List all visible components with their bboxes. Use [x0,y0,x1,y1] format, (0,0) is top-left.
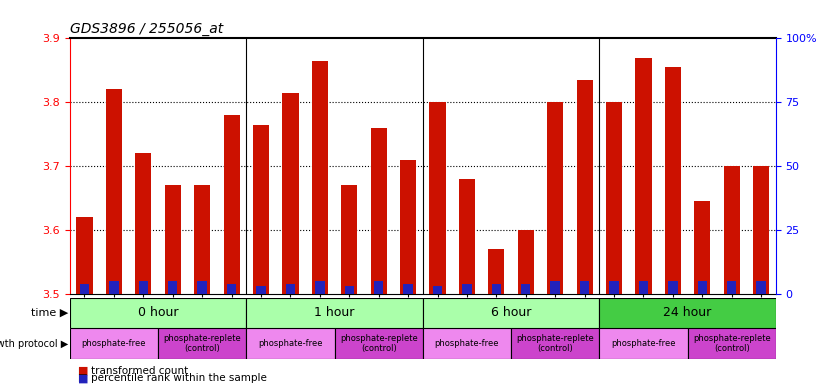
Bar [256,286,266,294]
Bar [70,298,246,328]
Bar [315,281,324,294]
Bar [70,328,158,359]
Text: phosphate-replete
(control): phosphate-replete (control) [340,334,418,353]
Text: 1 hour: 1 hour [314,306,355,319]
Bar [423,298,599,328]
Bar [429,102,446,294]
Bar [223,115,240,294]
Bar [609,281,619,294]
Bar [599,298,776,328]
Bar [335,328,423,359]
Bar [106,89,122,294]
Bar [400,160,416,294]
Bar [695,201,710,294]
Bar [135,153,151,294]
Text: phosphate-free: phosphate-free [81,339,146,348]
Bar [727,281,736,294]
Text: phosphate-free: phosphate-free [258,339,323,348]
Bar [492,283,501,294]
Bar [109,281,118,294]
Bar [80,283,89,294]
Text: phosphate-free: phosphate-free [434,339,499,348]
Bar [286,283,295,294]
Bar [403,283,413,294]
Bar [551,281,560,294]
Text: 24 hour: 24 hour [663,306,712,319]
Bar [282,93,299,294]
Bar [580,281,589,294]
Bar [370,128,387,294]
Bar [511,328,599,359]
Text: GDS3896 / 255056_at: GDS3896 / 255056_at [70,22,223,36]
Bar [459,179,475,294]
Bar [635,58,652,294]
Bar [639,281,648,294]
Bar [665,67,681,294]
Text: phosphate-free: phosphate-free [611,339,676,348]
Bar [488,249,504,294]
Bar [374,281,383,294]
Bar [168,281,177,294]
Bar [462,283,471,294]
Text: growth protocol ▶: growth protocol ▶ [0,339,68,349]
Bar [698,281,707,294]
Text: ■: ■ [78,373,89,383]
Bar [547,102,563,294]
Bar [606,102,622,294]
Text: 0 hour: 0 hour [138,306,178,319]
Bar [198,281,207,294]
Bar [668,281,677,294]
Bar [688,328,776,359]
Bar [521,283,530,294]
Bar [518,230,534,294]
Text: phosphate-replete
(control): phosphate-replete (control) [693,334,771,353]
Bar [753,166,769,294]
Bar [76,217,93,294]
Bar [246,328,335,359]
Text: ■ percentile rank within the sample: ■ percentile rank within the sample [78,373,267,383]
Bar [139,281,148,294]
Text: 6 hour: 6 hour [491,306,531,319]
Bar [423,328,511,359]
Text: phosphate-replete
(control): phosphate-replete (control) [163,334,241,353]
Bar [246,298,423,328]
Bar [227,283,236,294]
Bar [576,80,593,294]
Bar [433,286,443,294]
Text: phosphate-replete
(control): phosphate-replete (control) [516,334,594,353]
Bar [194,185,210,294]
Bar [345,286,354,294]
Bar [599,328,688,359]
Text: time ▶: time ▶ [31,308,68,318]
Bar [723,166,740,294]
Text: ■ transformed count: ■ transformed count [78,366,188,376]
Bar [756,281,766,294]
Bar [253,124,269,294]
Text: ■: ■ [78,366,89,376]
Bar [165,185,181,294]
Bar [312,61,328,294]
Bar [342,185,357,294]
Bar [158,328,246,359]
